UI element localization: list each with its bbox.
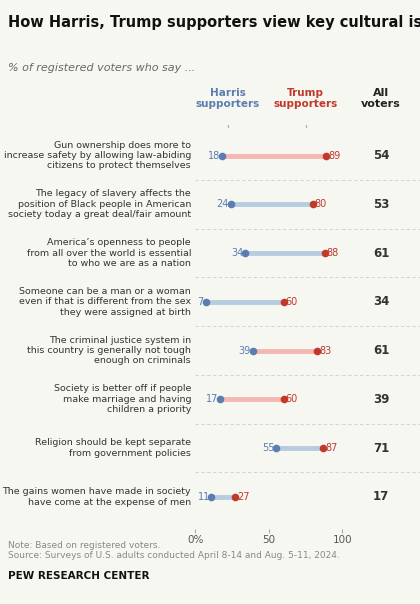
Text: 11: 11 bbox=[197, 492, 210, 502]
Text: 87: 87 bbox=[325, 443, 337, 453]
Text: 60: 60 bbox=[285, 394, 297, 404]
Text: All
voters: All voters bbox=[361, 88, 401, 109]
Text: Trump
supporters: Trump supporters bbox=[273, 88, 338, 109]
Text: 80: 80 bbox=[315, 199, 327, 209]
Text: 83: 83 bbox=[319, 345, 331, 356]
Text: 27: 27 bbox=[237, 492, 249, 502]
Text: 54: 54 bbox=[373, 149, 389, 162]
Text: 18: 18 bbox=[208, 150, 220, 161]
Text: 39: 39 bbox=[373, 393, 389, 406]
Text: Note: Based on registered voters.: Note: Based on registered voters. bbox=[8, 541, 161, 550]
Text: 89: 89 bbox=[328, 150, 340, 161]
Text: Harris
supporters: Harris supporters bbox=[196, 88, 260, 109]
Text: 60: 60 bbox=[285, 297, 297, 307]
Text: The legacy of slavery affects the
position of Black people in American
society t: The legacy of slavery affects the positi… bbox=[8, 190, 191, 219]
Text: Source: Surveys of U.S. adults conducted April 8-14 and Aug. 5-11, 2024.: Source: Surveys of U.S. adults conducted… bbox=[8, 551, 340, 560]
Text: 39: 39 bbox=[239, 345, 251, 356]
Text: 88: 88 bbox=[326, 248, 339, 258]
Text: 17: 17 bbox=[206, 394, 218, 404]
Text: Someone can be a man or a woman
even if that is different from the sex
they were: Someone can be a man or a woman even if … bbox=[19, 287, 191, 316]
Text: Religion should be kept separate
from government policies: Religion should be kept separate from go… bbox=[35, 439, 191, 458]
Text: 53: 53 bbox=[373, 198, 389, 211]
Text: America’s openness to people
from all over the world is essential
to who we are : America’s openness to people from all ov… bbox=[26, 238, 191, 268]
Text: Gun ownership does more to
increase safety by allowing law-abiding
citizens to p: Gun ownership does more to increase safe… bbox=[4, 141, 191, 170]
Text: 24: 24 bbox=[216, 199, 229, 209]
Text: PEW RESEARCH CENTER: PEW RESEARCH CENTER bbox=[8, 571, 150, 581]
Text: 71: 71 bbox=[373, 442, 389, 455]
Text: % of registered voters who say ...: % of registered voters who say ... bbox=[8, 63, 196, 74]
Text: The gains women have made in society
have come at the expense of men: The gains women have made in society hav… bbox=[3, 487, 191, 507]
Text: 17: 17 bbox=[373, 490, 389, 503]
Text: 7: 7 bbox=[197, 297, 204, 307]
Text: 34: 34 bbox=[373, 295, 389, 308]
Text: 61: 61 bbox=[373, 344, 389, 357]
Text: 55: 55 bbox=[262, 443, 274, 453]
Text: Society is better off if people
make marriage and having
children a priority: Society is better off if people make mar… bbox=[54, 384, 191, 414]
Text: How Harris, Trump supporters view key cultural issues: How Harris, Trump supporters view key cu… bbox=[8, 15, 420, 30]
Text: 34: 34 bbox=[231, 248, 244, 258]
Text: 61: 61 bbox=[373, 246, 389, 260]
Text: The criminal justice system in
this country is generally not tough
enough on cri: The criminal justice system in this coun… bbox=[27, 336, 191, 365]
